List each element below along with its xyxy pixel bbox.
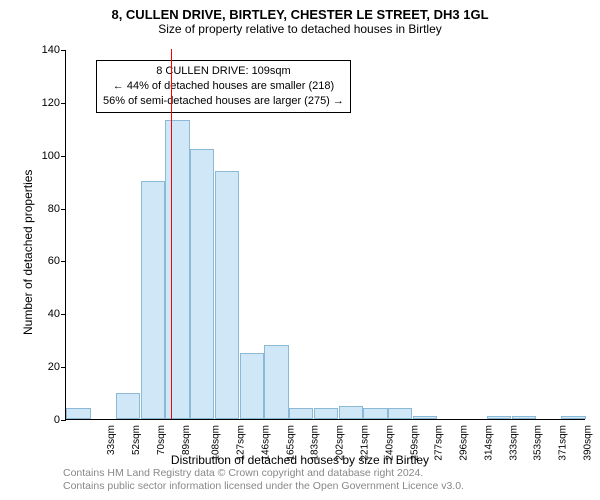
footnote-line1: Contains HM Land Registry data © Crown c… [63,467,423,479]
histogram-bar [240,353,264,419]
histogram-bar [413,416,437,419]
y-tick-label: 140 [30,44,60,56]
histogram-bar [190,149,214,419]
x-tick-label: 70sqm [156,425,167,455]
y-tick-label: 40 [30,308,60,320]
footnote: Contains HM Land Registry data © Crown c… [63,467,464,493]
y-tick-mark [61,156,66,157]
y-tick-label: 80 [30,203,60,215]
annotation-line1: 8 CULLEN DRIVE: 109sqm [103,64,344,79]
annotation-line3: 56% of semi-detached houses are larger (… [103,94,344,109]
y-tick-label: 100 [30,150,60,162]
y-tick-mark [61,261,66,262]
histogram-bar [388,408,412,419]
y-tick-label: 120 [30,97,60,109]
y-tick-mark [61,50,66,51]
footnote-line2: Contains public sector information licen… [63,480,464,492]
y-tick-label: 60 [30,255,60,267]
histogram-bar [215,171,239,419]
chart-container: 8, CULLEN DRIVE, BIRTLEY, CHESTER LE STR… [5,5,595,495]
plot-area: 8 CULLEN DRIVE: 109sqm ← 44% of detached… [65,50,585,420]
x-tick-label: 89sqm [181,425,192,455]
y-tick-mark [61,103,66,104]
histogram-bar [289,408,313,419]
y-tick-label: 0 [30,414,60,426]
annotation-box: 8 CULLEN DRIVE: 109sqm ← 44% of detached… [96,60,351,113]
histogram-bar [116,393,140,419]
y-tick-mark [61,367,66,368]
annotation-line2: ← 44% of detached houses are smaller (21… [103,79,344,94]
y-tick-label: 20 [30,361,60,373]
x-tick-label: 52sqm [131,425,142,455]
chart-subtitle: Size of property relative to detached ho… [5,22,595,36]
histogram-bar [264,345,288,419]
histogram-bar [512,416,536,419]
x-tick-label: 33sqm [106,425,117,455]
x-axis-label: Distribution of detached houses by size … [5,453,595,467]
histogram-bar [339,406,363,419]
highlight-marker-line [171,49,172,419]
histogram-bar [165,120,189,419]
histogram-bar [363,408,387,419]
histogram-bar [314,408,338,419]
histogram-bar [487,416,511,419]
histogram-bar [561,416,585,419]
y-tick-mark [61,420,66,421]
histogram-bar [141,181,165,419]
y-tick-mark [61,314,66,315]
y-tick-mark [61,209,66,210]
chart-title: 8, CULLEN DRIVE, BIRTLEY, CHESTER LE STR… [5,7,595,22]
histogram-bar [66,408,90,419]
